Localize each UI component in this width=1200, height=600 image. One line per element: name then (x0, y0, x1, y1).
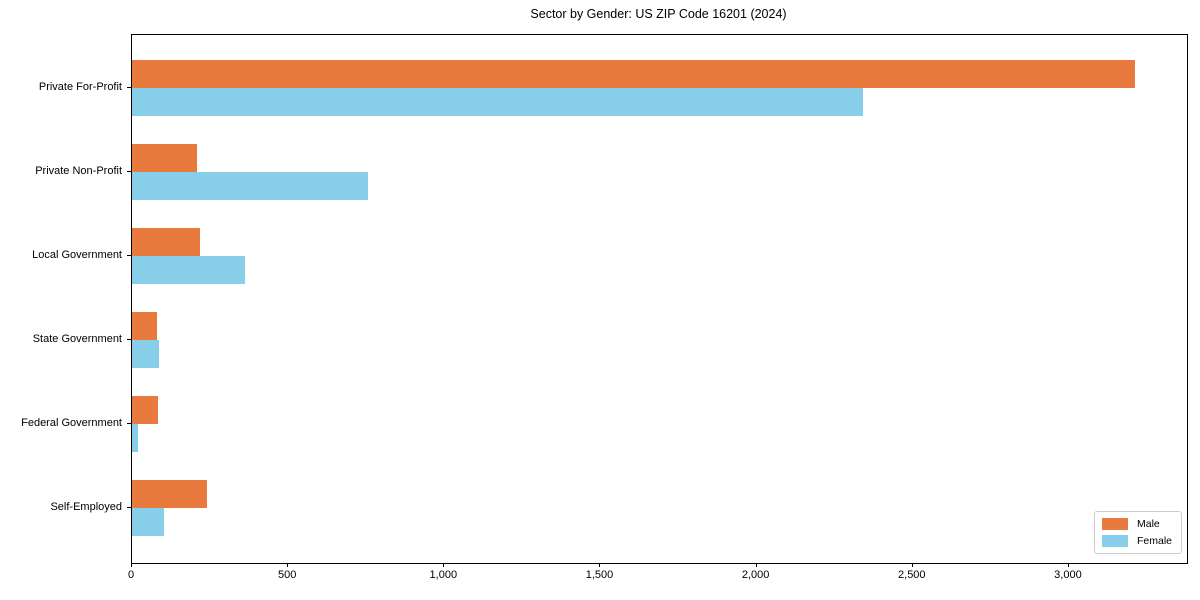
x-tick-label-2000: 2,000 (741, 569, 770, 581)
bar-male-local-government (132, 228, 201, 256)
y-tick-label-state-government: State Government (32, 333, 122, 345)
bar-female-self-employed (132, 508, 164, 536)
x-tick-label-1500: 1,500 (585, 569, 614, 581)
plot-area: Male Female (131, 34, 1188, 564)
bar-male-private-non-profit (132, 144, 197, 172)
x-tick-label-2500: 2,500 (898, 569, 926, 581)
x-tick-label-1000: 1,000 (429, 569, 458, 581)
legend-swatch-male (1101, 518, 1128, 530)
y-tick-mark (127, 87, 131, 88)
y-tick-label-self-employed: Self-Employed (50, 501, 122, 513)
x-tick-label-500: 500 (277, 569, 297, 581)
y-tick-mark (127, 255, 131, 256)
y-tick-mark (127, 423, 131, 424)
bar-female-private-non-profit (132, 172, 369, 200)
legend-item-female: Female (1101, 535, 1172, 547)
y-tick-mark (127, 339, 131, 340)
bar-male-self-employed (132, 480, 207, 508)
x-tick-mark (911, 563, 913, 567)
chart-title: Sector by Gender: US ZIP Code 16201 (202… (530, 7, 787, 21)
bar-female-federal-government (132, 424, 138, 452)
bar-female-private-for-profit (132, 88, 863, 116)
x-tick-mark (287, 563, 289, 567)
y-tick-label-local-government: Local Government (32, 249, 122, 261)
legend-label-female: Female (1136, 535, 1172, 547)
x-tick-mark (131, 563, 132, 567)
legend-label-male: Male (1136, 518, 1160, 530)
bar-female-local-government (132, 256, 246, 284)
x-tick-mark (755, 563, 757, 567)
bar-female-state-government (132, 340, 159, 368)
x-tick-label-3000: 3,000 (1054, 569, 1082, 581)
y-tick-label-federal-government: Federal Government (21, 417, 122, 429)
y-tick-mark (127, 507, 131, 508)
y-tick-label-private-for-profit: Private For-Profit (38, 81, 122, 93)
y-tick-mark (127, 171, 131, 172)
x-tick-mark (443, 563, 445, 567)
legend-swatch-female (1101, 535, 1128, 547)
bar-male-federal-government (132, 396, 158, 424)
bar-male-state-government (132, 312, 157, 340)
legend: Male Female (1093, 511, 1182, 554)
x-tick-label-0: 0 (127, 569, 135, 581)
y-tick-label-private-non-profit: Private Non-Profit (35, 165, 122, 177)
x-tick-mark (1067, 563, 1069, 567)
x-tick-mark (599, 563, 601, 567)
legend-item-male: Male (1101, 518, 1172, 530)
bar-male-private-for-profit (132, 60, 1136, 88)
